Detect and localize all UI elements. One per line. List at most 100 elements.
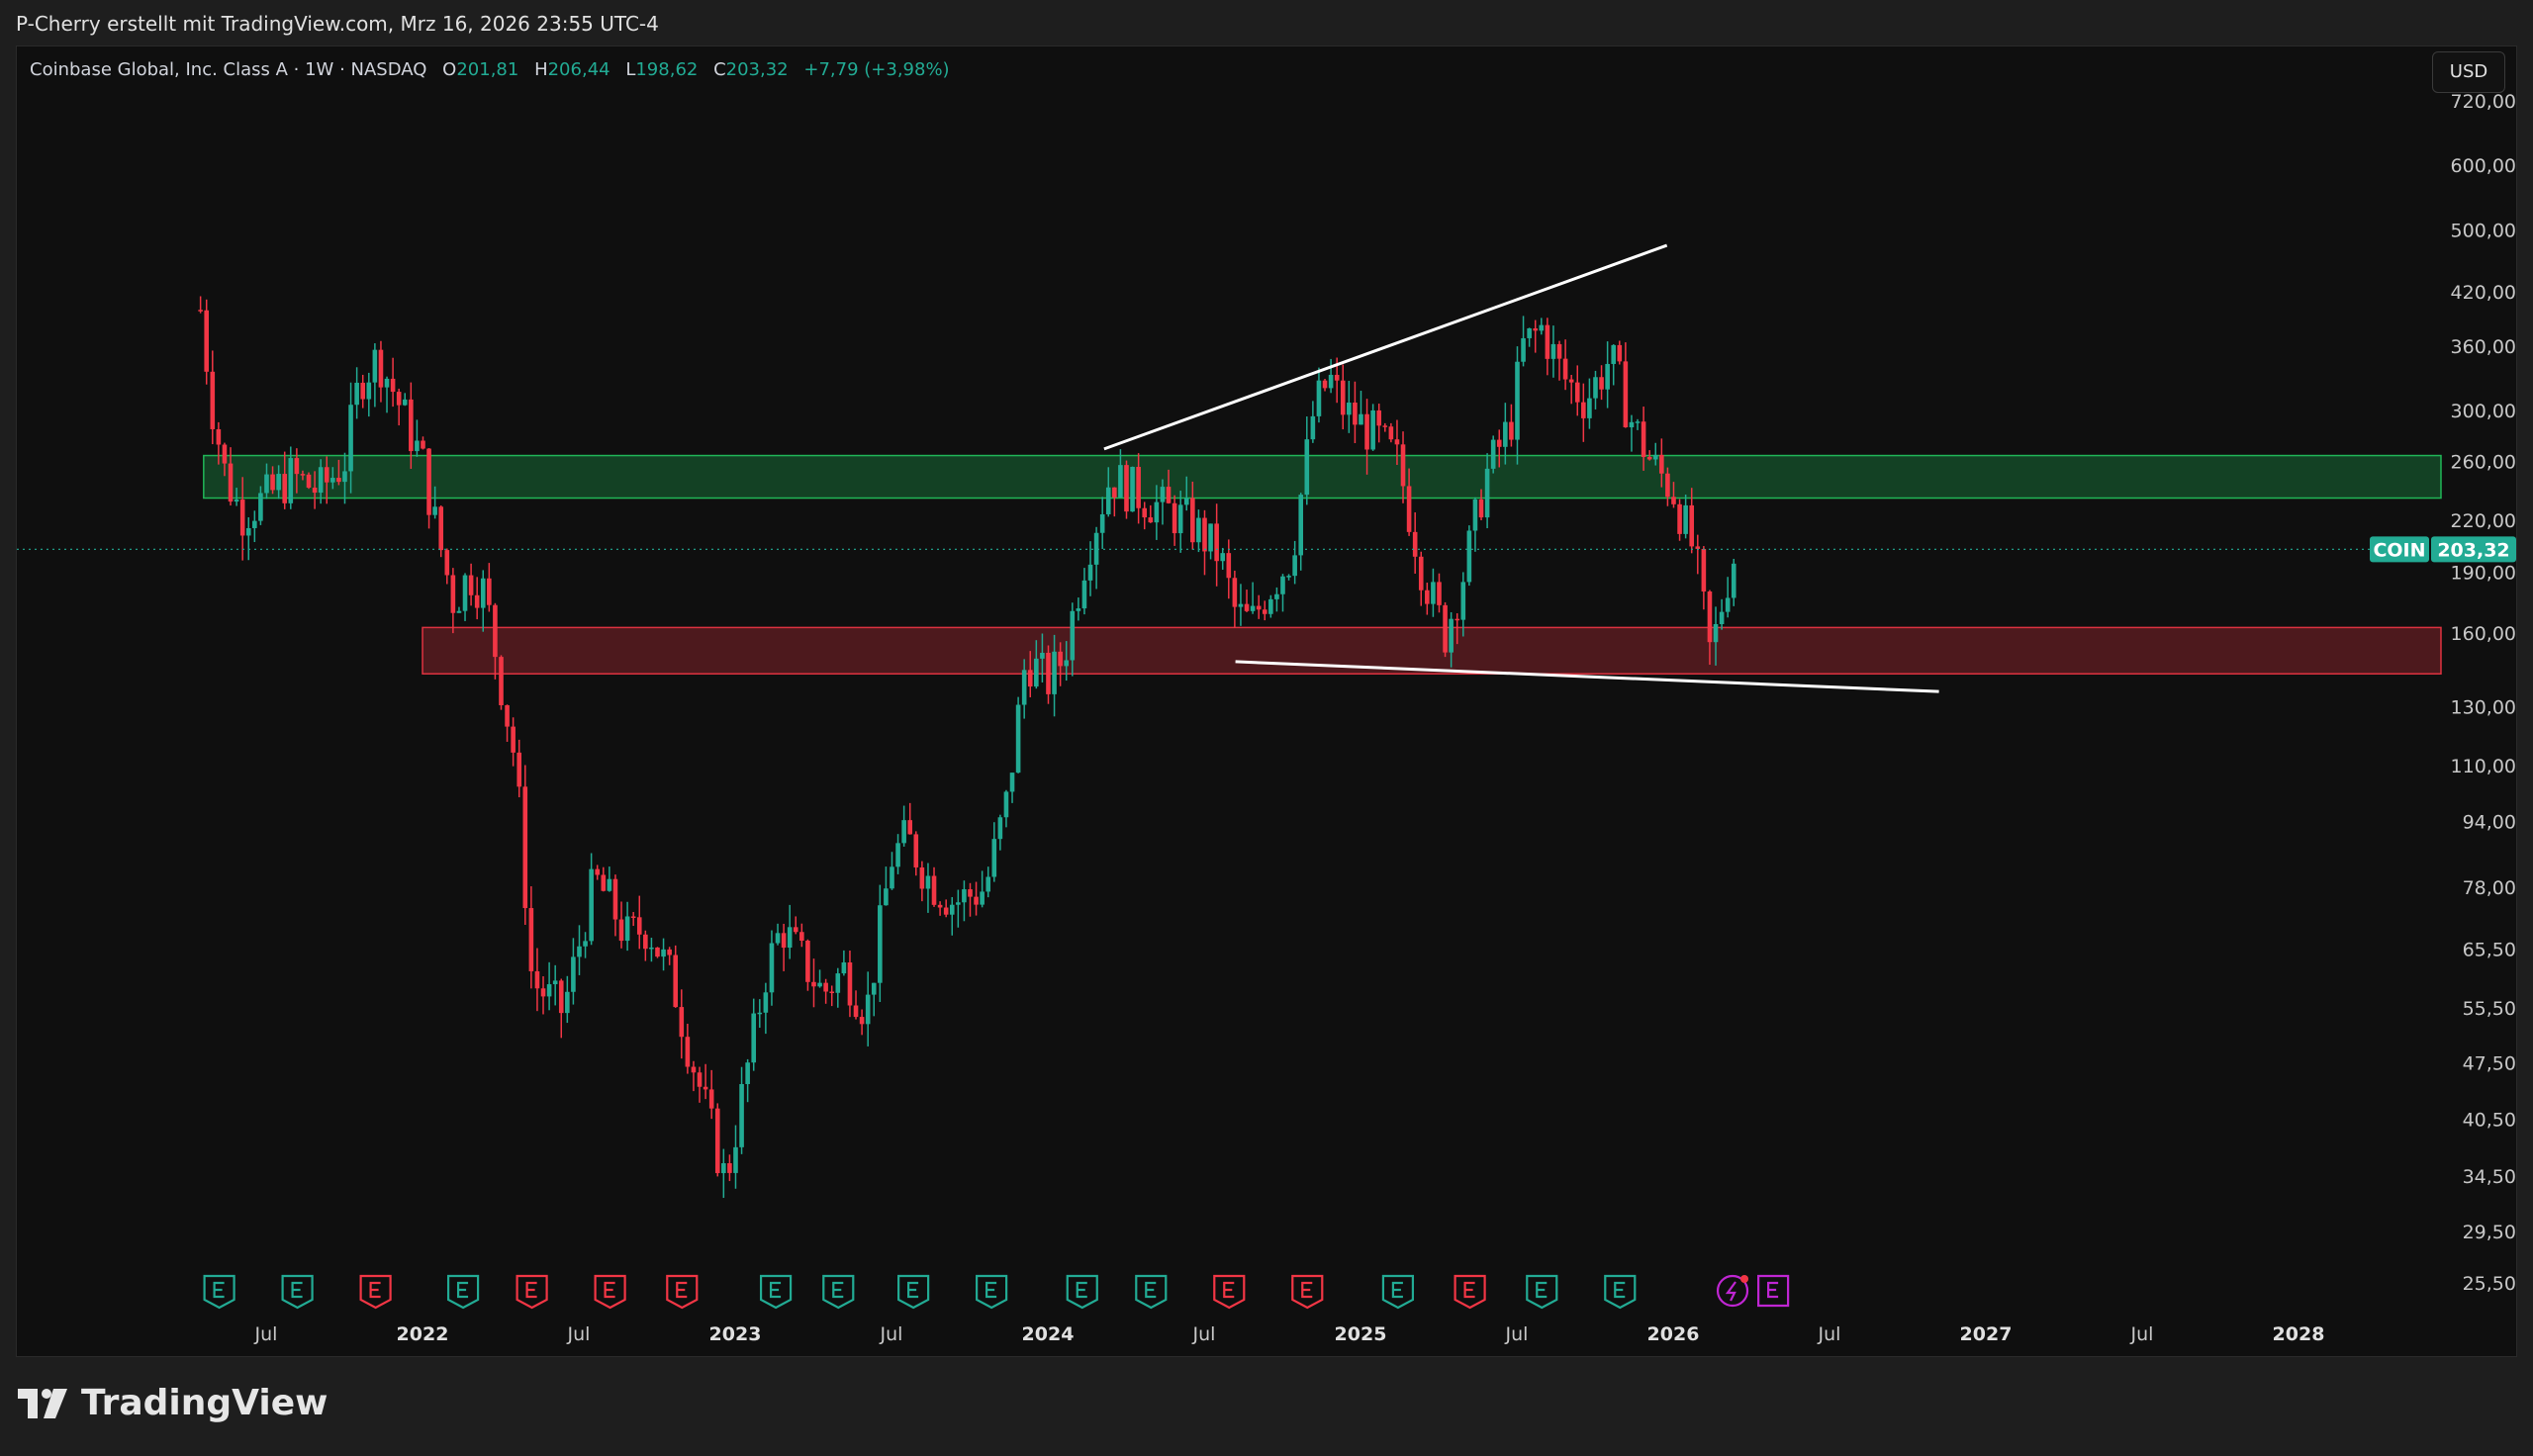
earnings-icon[interactable] — [359, 1274, 392, 1310]
earnings-icon[interactable] — [1381, 1274, 1415, 1310]
candle-up — [1466, 530, 1472, 583]
earnings-icon[interactable] — [516, 1274, 548, 1310]
candle-down — [294, 458, 300, 475]
candle-down — [1707, 591, 1713, 643]
y-tick-label: 130,00 — [2451, 696, 2516, 718]
earnings-letter-icon — [1076, 1281, 1087, 1299]
candle-down — [1556, 343, 1562, 359]
chart-frame[interactable]: 720,00 600,00 500,00 420,00 360,00 300,00 260,… — [16, 46, 2517, 1357]
candle-up — [348, 405, 353, 472]
candle-down — [390, 378, 396, 393]
candle-up — [1220, 553, 1226, 562]
candle-up — [980, 891, 985, 905]
earnings-letter-icon — [1614, 1281, 1626, 1299]
last-price-badge[interactable] — [2431, 536, 2516, 563]
notification-dot-icon — [1740, 1275, 1749, 1283]
candle-up — [288, 458, 294, 503]
candle-up — [342, 471, 347, 483]
candle-up — [1183, 498, 1189, 505]
ticker-badge[interactable] — [2370, 536, 2429, 563]
earnings-icon[interactable] — [1454, 1274, 1486, 1310]
candle-up — [1652, 454, 1658, 460]
candle-down — [793, 927, 798, 933]
candle-up — [456, 610, 462, 613]
x-tick-year: 2027 — [1960, 1323, 2013, 1345]
candle-down — [516, 752, 522, 787]
candle-up — [1719, 611, 1725, 625]
open-value: 201,81 — [456, 59, 519, 80]
earnings-icon[interactable] — [822, 1274, 855, 1310]
candle-down — [528, 908, 534, 971]
earnings-letter-icon — [1391, 1281, 1403, 1299]
earnings-icon[interactable] — [1604, 1274, 1637, 1310]
candle-up — [757, 1012, 763, 1015]
candle-up — [871, 982, 877, 995]
earnings-letter-icon — [1536, 1281, 1548, 1299]
earnings-icon[interactable] — [594, 1274, 626, 1310]
earnings-letter-icon — [1223, 1281, 1235, 1299]
candle-up — [745, 1062, 750, 1084]
y-tick-label: 29,50 — [2463, 1222, 2516, 1243]
earnings-icon[interactable] — [976, 1274, 1008, 1310]
candle-up — [1731, 563, 1736, 598]
candle-up — [432, 506, 437, 515]
candle-up — [878, 905, 883, 983]
x-tick-month: Jul — [254, 1323, 278, 1345]
demand-zone-red[interactable] — [422, 626, 2442, 675]
candle-down — [630, 916, 636, 918]
earnings-icon[interactable] — [759, 1274, 793, 1310]
earnings-icon[interactable] — [1213, 1274, 1246, 1310]
candle-down — [1027, 670, 1033, 687]
earnings-icon[interactable] — [666, 1274, 699, 1310]
y-tick-label: 260,00 — [2451, 451, 2516, 473]
candle-down — [1454, 618, 1460, 621]
candle-down — [811, 981, 816, 987]
y-tick-label: 25,50 — [2463, 1273, 2516, 1295]
candle-up — [1515, 361, 1520, 440]
candle-up — [354, 382, 359, 406]
candle-down — [493, 604, 498, 658]
upper-trendline[interactable] — [1103, 243, 1668, 451]
candle-down — [282, 474, 288, 503]
tradingview-logo[interactable]: TradingView — [18, 1383, 328, 1423]
candle-up — [775, 933, 781, 944]
earnings-icon[interactable] — [1291, 1274, 1324, 1310]
candle-up — [252, 520, 257, 528]
candle-down — [1623, 361, 1629, 428]
candle-up — [1160, 487, 1166, 502]
candle-up — [552, 980, 558, 985]
lower-trendline[interactable] — [1235, 660, 1939, 693]
candle-down — [1166, 487, 1172, 503]
earnings-icon[interactable] — [1135, 1274, 1168, 1310]
close-label: C — [713, 59, 726, 80]
support-resistance-green[interactable] — [203, 454, 2442, 500]
candle-up — [1490, 439, 1496, 469]
candle-down — [210, 371, 216, 429]
earnings-icon[interactable] — [1526, 1274, 1558, 1310]
earnings-letter-icon — [1301, 1281, 1313, 1299]
candle-down — [703, 1086, 708, 1090]
dividend-split-icon[interactable] — [1716, 1274, 1749, 1308]
candle-down — [378, 349, 384, 388]
candle-down — [438, 506, 444, 551]
y-tick-label: 55,50 — [2463, 998, 2516, 1020]
earnings-icon[interactable] — [203, 1274, 235, 1310]
earnings-icon[interactable] — [446, 1274, 480, 1310]
candle-down — [487, 578, 492, 605]
y-tick-label: 720,00 — [2451, 91, 2516, 113]
price-chart[interactable]: 720,00 600,00 500,00 420,00 360,00 300,00 260,… — [17, 46, 2516, 1356]
candle-down — [1058, 651, 1063, 667]
candle-down — [198, 310, 203, 312]
candle-down — [823, 982, 828, 992]
candle-up — [1208, 523, 1213, 552]
earnings-icon[interactable] — [897, 1274, 930, 1310]
earnings-letter-icon — [985, 1281, 997, 1299]
close-value: 203,32 — [725, 59, 789, 80]
y-tick-label: 300,00 — [2451, 401, 2516, 422]
candle-up — [372, 349, 378, 383]
earnings-icon[interactable] — [1066, 1274, 1098, 1310]
symbol-title[interactable]: Coinbase Global, Inc. Class A · 1W · NAS… — [30, 59, 427, 80]
candle-down — [907, 820, 913, 835]
earnings-icon[interactable] — [281, 1274, 314, 1310]
currency-button[interactable]: USD — [2432, 51, 2505, 93]
